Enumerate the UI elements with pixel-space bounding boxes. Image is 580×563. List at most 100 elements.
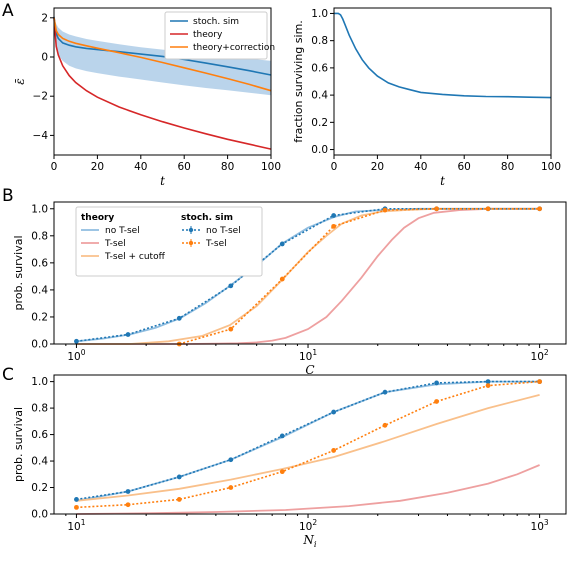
y-tick-label: 0 xyxy=(41,52,48,64)
y-tick-label: 0.4 xyxy=(31,284,48,296)
sim-tsel-point xyxy=(485,206,491,212)
x-axis-label: C xyxy=(305,363,314,377)
x-tick-label: 20 xyxy=(91,161,104,173)
fraction-surviving-line xyxy=(334,12,552,99)
x-tick-base: 10 xyxy=(299,521,312,533)
sim-tsel-point xyxy=(279,276,285,282)
legend-stoch-sim-label: stoch. sim xyxy=(193,17,239,27)
theory-tsel-cutoff-line xyxy=(76,394,540,502)
x-tick-label: 101 xyxy=(299,348,317,363)
sim-tsel-point xyxy=(125,502,131,508)
y-tick-label: 0.4 xyxy=(31,456,48,468)
x-tick-label: 100 xyxy=(67,348,85,363)
legend: theory no T-sel T-sel T-sel + cutoff stoch. … xyxy=(75,206,263,277)
legend-theory-label: T-sel xyxy=(104,239,126,249)
legend-sim-title: stoch. sim xyxy=(181,213,233,223)
sim-no-tsel-point xyxy=(125,332,131,337)
x-tick-label: 20 xyxy=(371,161,384,173)
y-tick-label: 0.6 xyxy=(311,62,328,74)
x-tick-exponent: 3 xyxy=(544,518,549,527)
x-tick-label: 101 xyxy=(67,518,85,533)
legend: stoch. sim theory theory+correction xyxy=(164,11,275,60)
plot-frame xyxy=(53,201,567,345)
sim-no-tsel-point xyxy=(485,379,491,385)
sim-tsel-point xyxy=(485,383,491,388)
y-tick-label: 0.8 xyxy=(31,403,48,415)
sim-no-tsel-point xyxy=(74,338,79,344)
sim-no-tsel-point xyxy=(279,433,285,439)
sim-tsel-point xyxy=(382,422,388,428)
x-axis-label-sub: i xyxy=(314,540,317,550)
sim-tsel-point xyxy=(537,379,543,385)
sim-tsel-point xyxy=(279,469,285,475)
panel-label-c: C xyxy=(2,365,14,385)
y-tick-label: 1.0 xyxy=(311,8,328,20)
x-tick-label: 100 xyxy=(541,161,561,173)
legend-theory-label: no T-sel xyxy=(105,226,140,236)
sim-no-tsel-point xyxy=(331,409,337,415)
plot-frame xyxy=(53,7,272,156)
x-tick-exponent: 1 xyxy=(312,348,317,357)
x-tick-base: 10 xyxy=(531,521,544,533)
x-axis-label-main: N xyxy=(302,533,314,547)
x-tick-label: 60 xyxy=(178,161,191,173)
y-tick-label: 0.8 xyxy=(31,230,48,242)
x-tick-label: 80 xyxy=(501,161,514,173)
y-tick-label: 0.6 xyxy=(31,257,48,269)
x-tick-label: 103 xyxy=(531,518,549,533)
sim-tsel-point xyxy=(382,207,388,213)
sim-no-tsel-point xyxy=(382,389,388,395)
y-tick-label: −2 xyxy=(33,91,48,103)
sim-no-tsel-point xyxy=(434,380,439,386)
y-tick-label: 1.0 xyxy=(31,203,48,215)
sim-tsel-point xyxy=(434,206,439,212)
theory-tsel-line xyxy=(76,464,540,515)
y-tick-label: 1.0 xyxy=(31,376,48,388)
x-axis-label: t xyxy=(160,174,165,188)
x-tick-label: 0 xyxy=(51,161,58,173)
sim-no-tsel-point xyxy=(176,315,182,321)
legend-theory-correction-label: theory+correction xyxy=(193,43,275,53)
legend-theory-label: T-sel + cutoff xyxy=(104,252,166,262)
x-axis-label: Ni xyxy=(302,533,317,550)
sim-no-tsel-point xyxy=(331,213,337,218)
x-tick-label: 40 xyxy=(134,161,147,173)
y-axis-label: prob. survival xyxy=(12,407,25,482)
y-tick-label: 2 xyxy=(41,12,48,24)
sim-tsel-point xyxy=(228,326,234,332)
legend-frame xyxy=(164,11,268,60)
legend-sim-label: no T-sel xyxy=(206,226,241,236)
sim-no-tsel-line xyxy=(76,208,540,343)
x-tick-base: 10 xyxy=(67,351,80,363)
sim-no-tsel-point xyxy=(279,241,285,247)
sim-tsel-point xyxy=(228,485,234,490)
x-axis-label: t xyxy=(440,174,445,188)
y-axis-label: prob. survival xyxy=(12,235,25,310)
x-tick-base: 10 xyxy=(299,351,312,363)
y-tick-label: 0.2 xyxy=(31,311,48,323)
y-tick-label: 0.2 xyxy=(31,482,48,494)
legend-frame xyxy=(75,206,263,277)
legend-theory-title: theory xyxy=(81,213,114,223)
x-tick-exponent: 1 xyxy=(81,518,86,527)
sim-no-tsel-point xyxy=(74,497,79,502)
x-tick-base: 10 xyxy=(531,351,544,363)
chart-epsilon-vs-t: 0 20 40 60 80 100 −4 −2 0 2 t ε̄ stoch. sim theory the… xyxy=(13,7,281,188)
panel-label-b: B xyxy=(2,186,14,206)
sim-no-tsel-point xyxy=(228,283,234,289)
plot-frame xyxy=(53,374,567,515)
sim-no-tsel-point xyxy=(228,457,234,463)
sim-tsel-point xyxy=(537,206,543,212)
sim-tsel-point xyxy=(434,399,439,404)
y-axis-label: fraction surviving sim. xyxy=(292,20,305,143)
y-tick-label: 0.2 xyxy=(311,117,328,129)
theory-line xyxy=(53,17,272,150)
y-tick-label: 0.8 xyxy=(311,35,328,47)
x-tick-base: 10 xyxy=(67,521,80,533)
panel-label-a: A xyxy=(2,1,14,21)
sim-tsel-point xyxy=(331,223,337,229)
x-tick-exponent: 2 xyxy=(312,518,317,527)
x-tick-label: 80 xyxy=(221,161,234,173)
y-tick-label: −4 xyxy=(33,130,49,142)
